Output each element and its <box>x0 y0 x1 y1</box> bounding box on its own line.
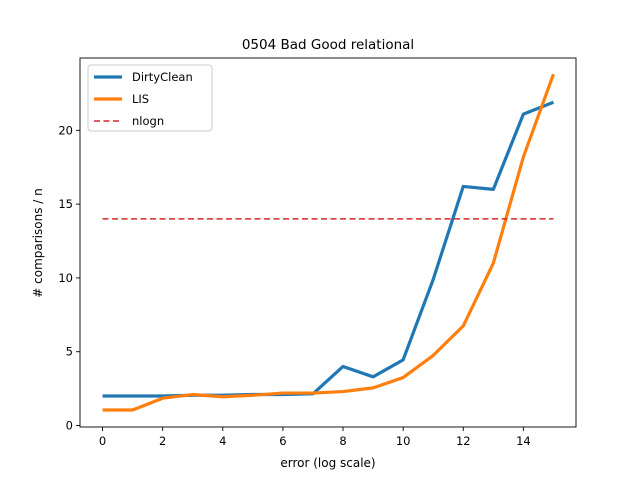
y-axis-label: # comparisons / n <box>31 188 45 297</box>
y-tick-label: 20 <box>58 123 73 137</box>
x-tick-label: 0 <box>99 434 106 448</box>
legend: DirtyClean LIS nlogn <box>87 64 213 132</box>
series-line-lis <box>102 73 555 412</box>
x-tick-label: 8 <box>339 434 346 448</box>
x-tick-label: 10 <box>396 434 411 448</box>
x-tick-label: 12 <box>456 434 471 448</box>
y-tick-label: 5 <box>66 345 73 359</box>
y-tick-label: 15 <box>58 197 73 211</box>
legend-label-dirtyclean: DirtyClean <box>132 70 193 84</box>
x-axis-label: error (log scale) <box>280 456 375 470</box>
x-tick-label: 2 <box>159 434 166 448</box>
y-tick-label: 10 <box>58 271 73 285</box>
x-tick-label: 4 <box>219 434 226 448</box>
series-layer <box>102 73 555 412</box>
x-tick-label: 6 <box>279 434 286 448</box>
x-tick-label: 14 <box>516 434 531 448</box>
chart-title: 0504 Bad Good relational <box>242 37 414 53</box>
axes-layer: 0 2 4 6 8 10 12 14 0 5 10 15 20 <box>58 57 577 448</box>
legend-label-nlogn: nlogn <box>132 114 164 128</box>
y-tick-label: 0 <box>66 419 73 433</box>
plot-frame <box>79 57 577 428</box>
legend-box <box>87 64 213 132</box>
legend-label-lis: LIS <box>132 92 149 106</box>
